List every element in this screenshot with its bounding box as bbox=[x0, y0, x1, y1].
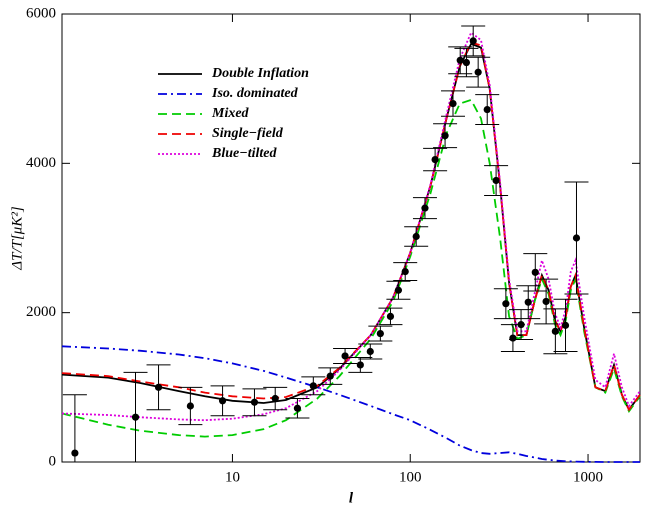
series-line bbox=[61, 98, 641, 438]
data-point bbox=[326, 372, 334, 380]
data-point bbox=[218, 397, 227, 405]
data-point bbox=[517, 321, 525, 329]
data-point bbox=[483, 105, 491, 114]
data-point bbox=[492, 176, 500, 185]
series-line bbox=[61, 41, 641, 412]
data-point bbox=[341, 352, 349, 360]
data-point bbox=[186, 402, 194, 410]
data-point bbox=[542, 297, 550, 306]
data-point bbox=[449, 100, 457, 108]
data-point bbox=[394, 286, 403, 294]
data-point bbox=[469, 37, 477, 45]
x-tick-label: 1000 bbox=[573, 469, 603, 485]
series-line bbox=[61, 31, 641, 422]
data-point bbox=[474, 68, 482, 76]
legend-label: Iso. dominated bbox=[211, 86, 299, 101]
series-line bbox=[61, 42, 641, 412]
x-tick-label: 10 bbox=[225, 469, 240, 485]
legend-label: Single−field bbox=[212, 126, 284, 141]
data-point bbox=[456, 56, 464, 64]
x-axis-label: l bbox=[349, 490, 354, 506]
data-point bbox=[401, 268, 409, 276]
y-tick-label: 6000 bbox=[26, 5, 56, 21]
data-point bbox=[531, 268, 539, 276]
data-point bbox=[386, 312, 395, 320]
data-point bbox=[572, 234, 581, 242]
y-tick-label: 4000 bbox=[26, 155, 56, 171]
legend-label: Mixed bbox=[211, 106, 250, 121]
data-point bbox=[250, 398, 259, 406]
y-tick-label: 2000 bbox=[26, 304, 56, 320]
data-point bbox=[271, 394, 279, 403]
y-axis-label: ΔT/T[μK²] bbox=[9, 206, 25, 271]
data-point bbox=[366, 347, 374, 356]
data-point bbox=[561, 321, 570, 329]
data-point bbox=[509, 334, 517, 342]
data-point bbox=[431, 156, 439, 164]
data-point bbox=[524, 298, 532, 306]
y-tick-label: 0 bbox=[49, 453, 57, 469]
data-point bbox=[421, 204, 429, 212]
data-point bbox=[551, 327, 559, 335]
plot-frame bbox=[61, 13, 641, 463]
series-line bbox=[61, 345, 640, 463]
legend-label: Blue−tilted bbox=[211, 146, 277, 161]
data-point bbox=[71, 449, 79, 457]
data-point bbox=[441, 132, 449, 140]
data-point bbox=[412, 232, 420, 241]
legend-label: Double Inflation bbox=[211, 66, 309, 81]
data-point bbox=[376, 329, 384, 338]
data-point bbox=[309, 382, 317, 390]
data-point bbox=[293, 404, 302, 412]
data-point bbox=[131, 413, 140, 421]
x-tick-label: 100 bbox=[399, 469, 422, 485]
data-point bbox=[356, 361, 364, 369]
data-point bbox=[502, 300, 510, 308]
data-point bbox=[462, 58, 471, 67]
data-point bbox=[154, 383, 163, 391]
